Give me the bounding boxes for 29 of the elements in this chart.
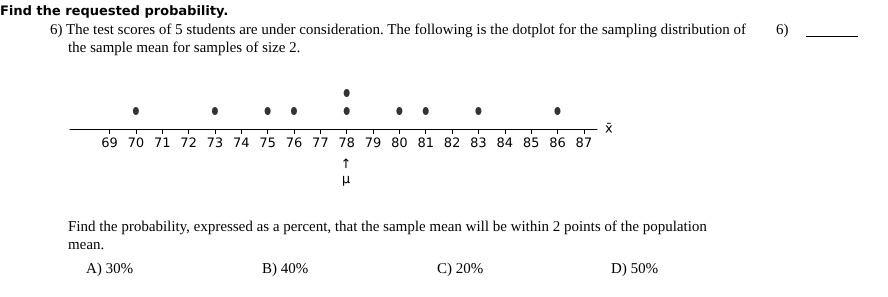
x-tick-label: 70 bbox=[128, 136, 144, 151]
x-tick-label: 79 bbox=[364, 136, 382, 151]
x-tick-label: 76 bbox=[286, 136, 302, 151]
x-tick-label: 80 bbox=[391, 136, 408, 151]
x-tick-label: 75 bbox=[259, 136, 276, 151]
x-tick-label: 87 bbox=[576, 136, 592, 151]
x-tick-label: 69 bbox=[101, 136, 118, 151]
chart-title: Find the requested probability. bbox=[0, 3, 228, 21]
x-axis-title: x̄ bbox=[605, 122, 613, 136]
text: C) 20% bbox=[437, 260, 484, 278]
x-tick-label: 85 bbox=[522, 136, 540, 151]
x-tick-label: 83 bbox=[470, 136, 487, 151]
text: 6) bbox=[776, 21, 788, 39]
text: B) 40% bbox=[262, 260, 308, 278]
text: ↑ μ bbox=[340, 157, 352, 187]
x-tick-label: 73 bbox=[206, 136, 224, 151]
text: D) 50% bbox=[611, 260, 658, 278]
chart-subtitle: 6) The test scores of 5 students are under consideration. The following is the dotplot for the sampling distribution of the sample mean for samples of size 2. bbox=[50, 21, 747, 57]
x-tick-label: 71 bbox=[154, 136, 170, 151]
x-tick-label: 84 bbox=[496, 136, 514, 151]
text: Find the probability, expressed as a percent, that the sample mean will be within 2 points of the population mean. bbox=[68, 218, 708, 254]
x-tick-label: 72 bbox=[180, 136, 197, 151]
x-tick-label: 74 bbox=[233, 136, 250, 151]
x-tick-label: 86 bbox=[549, 136, 566, 151]
x-tick-label: 78 bbox=[338, 136, 355, 151]
x-tick-label: 81 bbox=[417, 136, 434, 151]
text: A) 30% bbox=[86, 260, 134, 278]
x-tick-label: 82 bbox=[444, 136, 460, 151]
x-tick-label: 77 bbox=[312, 136, 329, 151]
